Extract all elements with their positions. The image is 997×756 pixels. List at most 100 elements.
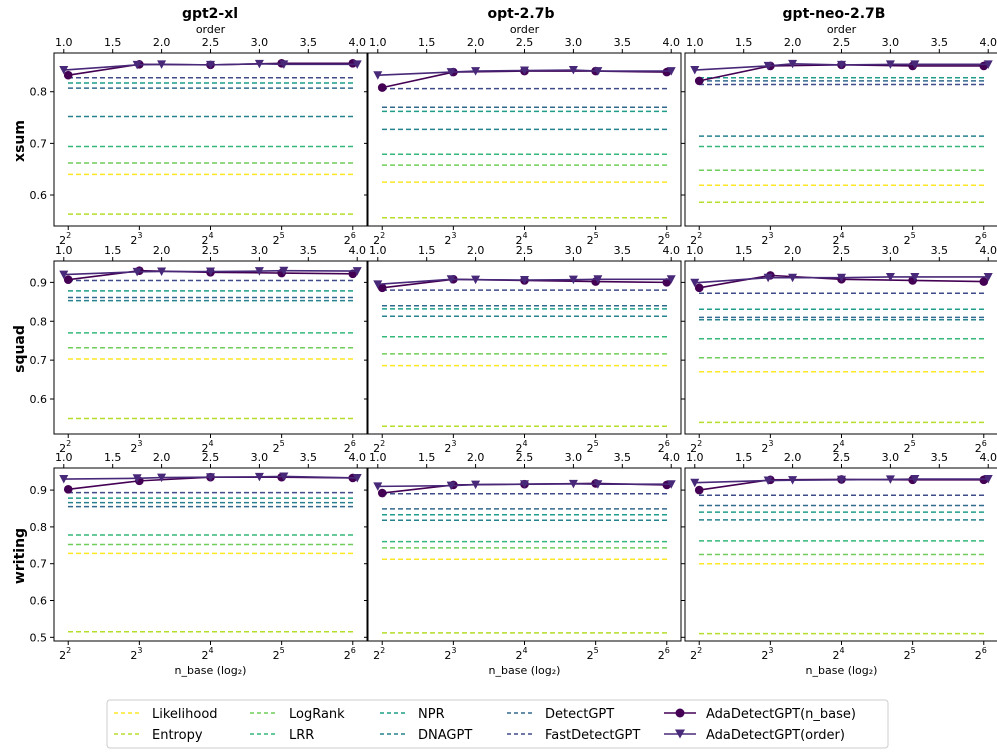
x-tick-exponent: 2 <box>380 646 385 655</box>
panel-squad-opt-2-7b: 22 23 24 25 261.0 1.5 2.0 2.5 3.0 3.5 4.0 <box>364 244 682 455</box>
x-tick-label: 23 <box>444 439 456 455</box>
top-tick-label: 2.0 <box>153 244 171 257</box>
point-adadetectgpt-order <box>593 67 603 76</box>
top-tick-label: 2.0 <box>467 451 485 464</box>
point-adadetectgpt-order <box>373 71 383 80</box>
legend-item-npr: NPR <box>380 707 445 722</box>
x-tick-exponent: 3 <box>451 231 456 240</box>
point-adadetectgpt-order <box>279 60 289 69</box>
legend-item-lrr: LRR <box>250 728 314 743</box>
x-tick-label: 22 <box>59 646 71 662</box>
top-tick-label: 2.5 <box>202 244 220 257</box>
x-tick-exponent: 3 <box>137 439 142 448</box>
x-tick-exponent: 5 <box>594 439 599 448</box>
top-tick-label: 4.0 <box>979 451 997 464</box>
point-adadetectgpt-order <box>520 66 529 76</box>
top-tick-label: 3.5 <box>931 451 949 464</box>
point-adadetectgpt-order <box>352 60 362 69</box>
x-tick-exponent: 2 <box>66 439 71 448</box>
x-tick-label: 24 <box>832 646 844 662</box>
top-tick-label: 4.0 <box>979 244 997 257</box>
y-tick-label: 0.9 <box>30 276 48 289</box>
point-adadetectgpt-order <box>983 475 993 484</box>
point-adadetectgpt-order <box>206 267 215 276</box>
x-tick-exponent: 6 <box>665 439 670 448</box>
top-tick-label: 3.5 <box>614 36 632 49</box>
row-label-xsum: xsum <box>12 120 28 162</box>
point-adadetectgpt-order <box>471 67 481 76</box>
y-tick-label: 0.5 <box>30 631 48 644</box>
plot-frame <box>367 52 682 227</box>
x-tick-exponent: 4 <box>522 231 527 240</box>
x-tick-exponent: 6 <box>982 231 987 240</box>
point-adadetectgpt-n-base <box>694 283 704 293</box>
x-axis-label: n_base (log₂) <box>175 664 247 677</box>
top-tick-label: 1.0 <box>369 36 387 49</box>
point-adadetectgpt-order <box>885 475 895 484</box>
panel-squad-gpt2-xl: 22 23 24 25 261.0 1.5 2.0 2.5 3.0 3.5 4.00.60.70.8… <box>30 244 368 455</box>
top-axis-label: order <box>827 23 857 36</box>
x-tick-exponent: 3 <box>137 231 142 240</box>
top-axis-label: order <box>196 23 226 36</box>
top-tick-label: 3.0 <box>251 451 269 464</box>
point-adadetectgpt-order <box>520 276 529 285</box>
top-tick-label: 1.0 <box>55 451 73 464</box>
top-tick-label: 1.5 <box>418 451 436 464</box>
top-tick-label: 4.0 <box>348 36 366 49</box>
legend-item-fastdetectgpt: FastDetectGPT <box>507 728 640 743</box>
point-adadetectgpt-order <box>471 480 481 490</box>
x-tick-exponent: 3 <box>768 439 773 448</box>
point-adadetectgpt-order <box>910 475 920 484</box>
x-tick-label: 22 <box>690 646 702 662</box>
legend-label-logrank: LogRank <box>289 707 345 722</box>
point-adadetectgpt-order <box>983 272 993 282</box>
y-tick-label: 0.8 <box>30 521 48 534</box>
point-adadetectgpt-order <box>157 267 167 276</box>
point-adadetectgpt-order <box>279 266 289 276</box>
x-tick-exponent: 3 <box>451 646 456 655</box>
x-tick-label: 26 <box>975 646 987 662</box>
x-tick-exponent: 2 <box>66 231 71 240</box>
x-axis-label: n_base (log₂) <box>806 664 878 677</box>
panel-writing-opt-2-7b: 22 23 24 25 261.0 1.5 2.0 2.5 3.0 3.5 4.0n_base (l… <box>364 451 682 677</box>
point-adadetectgpt-order <box>254 267 264 276</box>
top-tick-label: 3.5 <box>300 451 318 464</box>
point-adadetectgpt-order <box>132 474 142 483</box>
x-tick-label: 23 <box>444 646 456 662</box>
point-adadetectgpt-order <box>885 272 895 282</box>
top-tick-label: 2.0 <box>784 244 802 257</box>
top-tick-label: 2.5 <box>516 451 534 464</box>
point-adadetectgpt-order <box>666 480 676 489</box>
point-adadetectgpt-order <box>446 481 456 491</box>
point-adadetectgpt-n-base <box>377 83 387 92</box>
legend-label-entropy: Entropy <box>152 728 203 743</box>
top-tick-label: 3.0 <box>251 36 269 49</box>
point-adadetectgpt-order <box>157 60 167 69</box>
legend-item-logrank: LogRank <box>250 707 345 722</box>
x-tick-label: 25 <box>904 231 916 247</box>
point-adadetectgpt-order <box>788 476 798 485</box>
y-tick-label: 0.7 <box>30 137 48 150</box>
x-tick-exponent: 3 <box>451 439 456 448</box>
point-adadetectgpt-order <box>837 60 846 70</box>
x-tick-exponent: 2 <box>66 646 71 655</box>
x-tick-label: 22 <box>373 646 385 662</box>
top-tick-label: 3.0 <box>565 244 583 257</box>
top-tick-label: 3.0 <box>882 451 900 464</box>
y-tick-label: 0.9 <box>30 484 48 497</box>
top-tick-label: 3.0 <box>565 451 583 464</box>
column-title-gpt2-xl: gpt2-xl <box>182 6 238 22</box>
x-tick-exponent: 6 <box>982 439 987 448</box>
y-tick-label: 0.6 <box>30 595 48 608</box>
x-tick-label: 23 <box>444 231 456 247</box>
point-adadetectgpt-order <box>885 60 895 69</box>
panel-writing-gpt-neo-2-7b: 22 23 24 25 261.0 1.5 2.0 2.5 3.0 3.5 4.0n_base (l… <box>681 451 997 677</box>
top-tick-label: 1.5 <box>418 244 436 257</box>
point-adadetectgpt-n-base <box>694 485 704 495</box>
point-adadetectgpt-order <box>788 273 798 283</box>
top-tick-label: 4.0 <box>979 36 997 49</box>
top-tick-label: 1.5 <box>735 451 753 464</box>
legend-marker-circle <box>675 708 685 718</box>
top-tick-label: 1.0 <box>55 244 73 257</box>
